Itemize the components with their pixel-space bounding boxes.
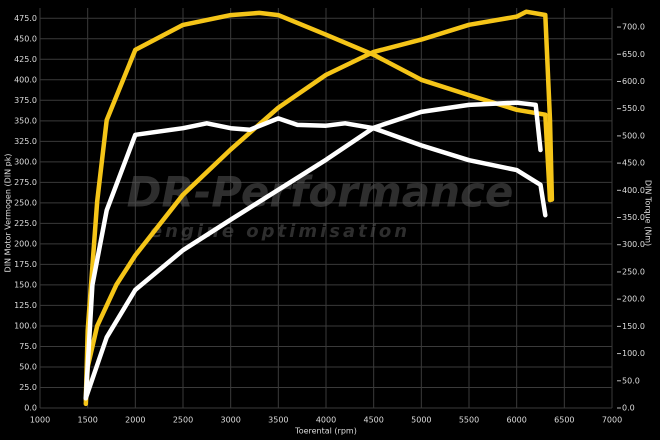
y-tick-label: 425.0 bbox=[14, 55, 37, 64]
y-tick-label: 350.0 bbox=[14, 116, 37, 125]
y2-tick-label: 650.0 bbox=[622, 50, 645, 59]
x-tick-label: 3500 bbox=[268, 416, 288, 425]
x-tick-label: 7000 bbox=[602, 416, 622, 425]
y-tick-label: 475.0 bbox=[14, 14, 37, 23]
curve bbox=[83, 116, 548, 401]
y2-tick-label: 450.0 bbox=[622, 159, 645, 168]
y-tick-label: 150.0 bbox=[14, 280, 37, 289]
y-tick-label: 50.0 bbox=[19, 362, 37, 371]
y2-tick-label: 100.0 bbox=[622, 349, 645, 358]
y-tick-label: 25.0 bbox=[19, 383, 37, 392]
y-tick-label: 450.0 bbox=[14, 34, 37, 43]
watermark: DR-Performance bbox=[127, 168, 514, 217]
y-tick-label: 225.0 bbox=[14, 219, 37, 228]
y-tick-label: 100.0 bbox=[14, 321, 37, 330]
y-axis-title: DIN Motor Vermogen (DIN pk) bbox=[4, 154, 13, 273]
x-tick-label: 3000 bbox=[220, 416, 240, 425]
x-tick-label: 6500 bbox=[554, 416, 574, 425]
y-tick-label: 125.0 bbox=[14, 301, 37, 310]
y2-tick-label: 300.0 bbox=[622, 240, 645, 249]
x-axis-title: Toerental (rpm) bbox=[294, 427, 357, 436]
y2-tick-label: 350.0 bbox=[622, 213, 645, 222]
y2-tick-label: 700.0 bbox=[622, 23, 645, 32]
y2-tick-label: 600.0 bbox=[622, 77, 645, 86]
curve bbox=[83, 100, 543, 401]
y-tick-label: 250.0 bbox=[14, 198, 37, 207]
x-tick-label: 2000 bbox=[125, 416, 145, 425]
x-tick-label: 1500 bbox=[77, 416, 97, 425]
y2-tick-label: 500.0 bbox=[622, 131, 645, 140]
y-tick-label: 300.0 bbox=[14, 157, 37, 166]
y2-tick-label: 550.0 bbox=[622, 104, 645, 113]
y2-axis-title: DIN Torque (Nm) bbox=[644, 180, 653, 246]
y-tick-label: 175.0 bbox=[14, 260, 37, 269]
y-tick-label: 275.0 bbox=[14, 178, 37, 187]
curve bbox=[83, 9, 555, 407]
x-tick-label: 5500 bbox=[459, 416, 479, 425]
y-tick-label: 375.0 bbox=[14, 96, 37, 105]
x-tick-label: 1000 bbox=[30, 416, 50, 425]
y-tick-label: 0.0 bbox=[24, 404, 37, 413]
x-tick-label: 2500 bbox=[173, 416, 193, 425]
y2-tick-label: 150.0 bbox=[622, 322, 645, 331]
y2-tick-label: 50.0 bbox=[622, 376, 640, 385]
x-tick-label: 4000 bbox=[316, 416, 336, 425]
x-tick-label: 4500 bbox=[363, 416, 383, 425]
y-tick-label: 400.0 bbox=[14, 75, 37, 84]
y2-tick-label: 400.0 bbox=[622, 186, 645, 195]
y-tick-label: 200.0 bbox=[14, 239, 37, 248]
y-tick-label: 75.0 bbox=[19, 342, 37, 351]
y-tick-label: 325.0 bbox=[14, 137, 37, 146]
x-tick-label: 5000 bbox=[411, 416, 431, 425]
watermark-sub: engine optimisation bbox=[150, 221, 410, 242]
x-tick-label: 6000 bbox=[506, 416, 526, 425]
y2-tick-label: 250.0 bbox=[622, 267, 645, 276]
y2-tick-label: 0.0 bbox=[622, 404, 635, 413]
y2-tick-label: 200.0 bbox=[622, 295, 645, 304]
